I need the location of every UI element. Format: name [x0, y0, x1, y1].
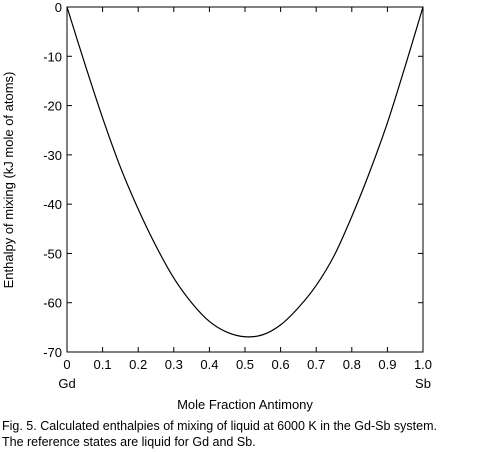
- x-endpoint-right-label: Sb: [415, 376, 431, 391]
- x-axis-label: Mole Fraction Antimony: [177, 397, 313, 412]
- x-tick-label: 0.2: [129, 357, 147, 372]
- x-axis-ticks: 0 0.1 0.2 0.3 0.4 0.5 0.6 0.7 0.8 0.9 1.0: [63, 7, 432, 372]
- y-tick-label: -70: [43, 345, 62, 360]
- y-tick-label: -50: [43, 246, 62, 261]
- x-tick-label: 0.7: [307, 357, 325, 372]
- y-axis-ticks: 0 -10 -20 -30 -40 -50 -60 -70: [43, 0, 423, 360]
- x-tick-label: 0.8: [343, 357, 361, 372]
- x-tick-label: 1.0: [414, 357, 432, 372]
- x-tick-label: 0.9: [378, 357, 396, 372]
- plot-frame: [66, 6, 424, 353]
- x-tick-label: 0.6: [272, 357, 290, 372]
- x-tick-label: 0.1: [94, 357, 112, 372]
- y-tick-label: -20: [43, 99, 62, 114]
- x-tick-label: 0: [63, 357, 70, 372]
- figure-caption: Fig. 5. Calculated enthalpies of mixing …: [2, 419, 437, 449]
- enthalpy-chart: 0-10-20-30-40-50-60-70 0 0.1 0.2 0.3 0.4 0.5 0…: [1, 0, 432, 412]
- x-tick-label: 0.5: [236, 357, 254, 372]
- y-tick-label: -30: [43, 148, 62, 163]
- y-tick-label: -40: [43, 197, 62, 212]
- y-axis-label: Enthalpy of mixing (kJ mole of atoms): [1, 72, 16, 289]
- x-tick-label: 0.3: [165, 357, 183, 372]
- x-endpoint-left-label: Gd: [58, 376, 75, 391]
- y-tick-label: 0: [55, 0, 62, 15]
- enthalpy-curve: [66, 6, 424, 338]
- y-tick-label: -60: [43, 296, 62, 311]
- x-tick-label: 0.4: [200, 357, 218, 372]
- y-tick-label: -10: [43, 49, 62, 64]
